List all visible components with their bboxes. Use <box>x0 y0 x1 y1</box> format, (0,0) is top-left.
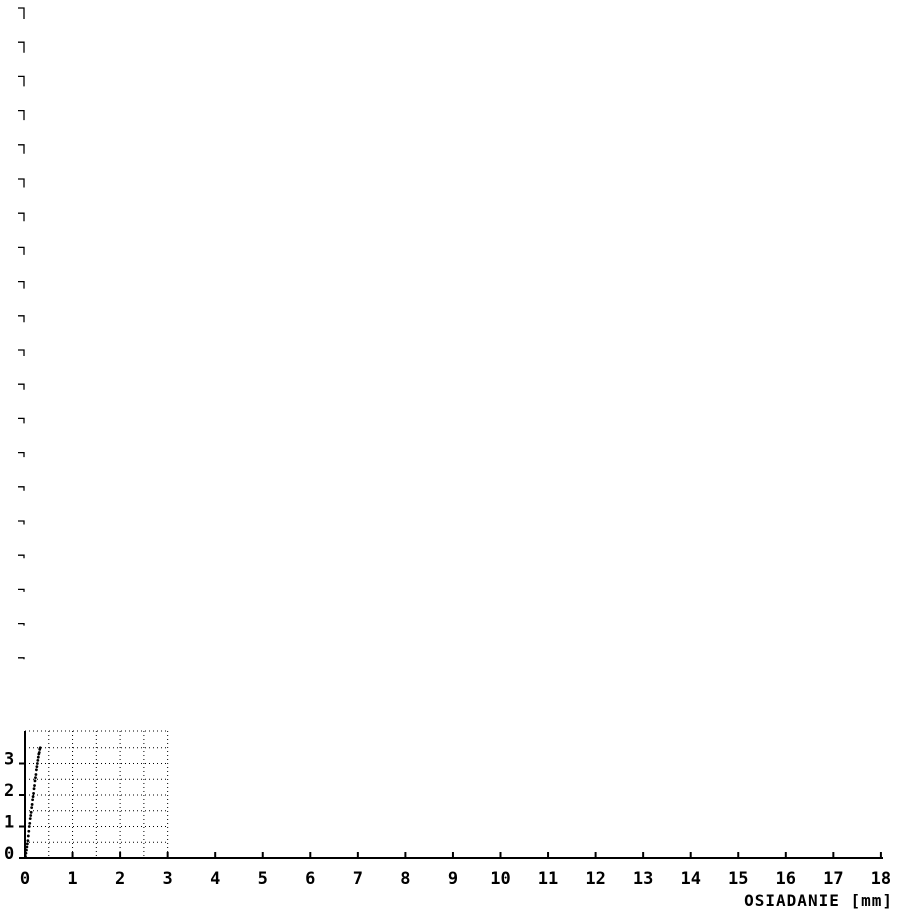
data-point <box>30 806 34 809</box>
x-tick-label: 10 <box>490 869 510 889</box>
x-tick-label: 4 <box>210 869 220 889</box>
left-tick-mark <box>18 144 25 154</box>
left-tick-mark <box>18 417 25 424</box>
left-tick-mark <box>18 7 25 19</box>
data-point <box>24 851 28 855</box>
data-point <box>37 751 41 754</box>
plot-grid <box>24 730 169 859</box>
data-point <box>29 810 33 814</box>
x-tick-label: 1 <box>67 869 77 889</box>
y-tick-label: 1 <box>4 813 14 833</box>
data-point <box>31 795 35 798</box>
data-point <box>38 746 42 750</box>
y-tick-label: 3 <box>4 750 14 770</box>
left-tick-mark <box>18 588 25 592</box>
data-point <box>29 814 33 817</box>
left-tick-mark <box>18 178 25 188</box>
left-tick-mark <box>18 315 25 323</box>
left-tick-mark <box>18 246 25 255</box>
data-point <box>35 762 39 765</box>
data-point <box>31 798 35 802</box>
x-tick-label: 7 <box>353 869 363 889</box>
data-point <box>34 773 38 776</box>
x-tick-label: 8 <box>400 869 410 889</box>
data-point <box>24 855 27 858</box>
left-tick-mark <box>18 486 25 491</box>
left-tick-marks <box>18 7 25 660</box>
data-point <box>32 787 36 791</box>
data-point <box>36 755 40 759</box>
x-tick-label: 0 <box>20 869 30 889</box>
data-point <box>25 848 28 852</box>
left-tick-mark <box>18 554 25 559</box>
x-tick-label: 2 <box>115 869 125 889</box>
y-tick-label: 0 <box>4 844 14 864</box>
data-point <box>25 842 29 846</box>
data-point <box>34 776 37 780</box>
data-point <box>33 784 36 787</box>
left-tick-mark <box>18 75 25 87</box>
x-tick-label: 14 <box>680 869 700 889</box>
left-tick-mark <box>18 451 25 458</box>
data-point <box>27 825 31 828</box>
data-point <box>26 839 30 843</box>
x-tick-label: 16 <box>776 869 796 889</box>
y-tick-label: 2 <box>4 781 14 801</box>
data-point <box>27 829 31 833</box>
x-tick-label: 9 <box>448 869 458 889</box>
data-point <box>25 845 29 849</box>
x-tick-label: 17 <box>823 869 843 889</box>
x-tick-label: 18 <box>871 869 891 889</box>
left-tick-mark <box>18 383 25 390</box>
left-tick-mark <box>18 212 25 222</box>
y-ticks: 0 1 2 3 <box>4 750 25 864</box>
data-point <box>30 803 34 806</box>
left-tick-mark <box>18 657 25 660</box>
left-tick-mark <box>18 41 25 53</box>
data-point <box>35 765 39 769</box>
left-tick-mark <box>18 520 25 525</box>
x-tick-label: 3 <box>163 869 173 889</box>
data-point <box>26 834 30 838</box>
x-axis-title: OSIADANIE [mm] <box>744 891 893 910</box>
x-tick-label: 12 <box>585 869 605 889</box>
data-point <box>32 792 35 795</box>
left-tick-mark <box>18 280 25 289</box>
left-tick-mark <box>18 622 25 626</box>
data-point <box>36 758 40 762</box>
data-point <box>33 779 37 783</box>
x-tick-label: 6 <box>305 869 315 889</box>
left-tick-mark <box>18 349 25 356</box>
x-tick-label: 5 <box>258 869 268 889</box>
data-points <box>24 746 42 858</box>
x-tick-label: 13 <box>633 869 653 889</box>
left-tick-mark <box>18 109 25 121</box>
x-tick-label: 11 <box>538 869 558 889</box>
data-point <box>35 768 38 772</box>
x-tick-label: 15 <box>728 869 748 889</box>
x-ticks: 0 1 2 3 4 5 6 7 8 9 10 11 12 13 14 15 16 17 18 <box>20 852 891 889</box>
data-point <box>28 817 32 821</box>
data-point <box>28 821 32 825</box>
